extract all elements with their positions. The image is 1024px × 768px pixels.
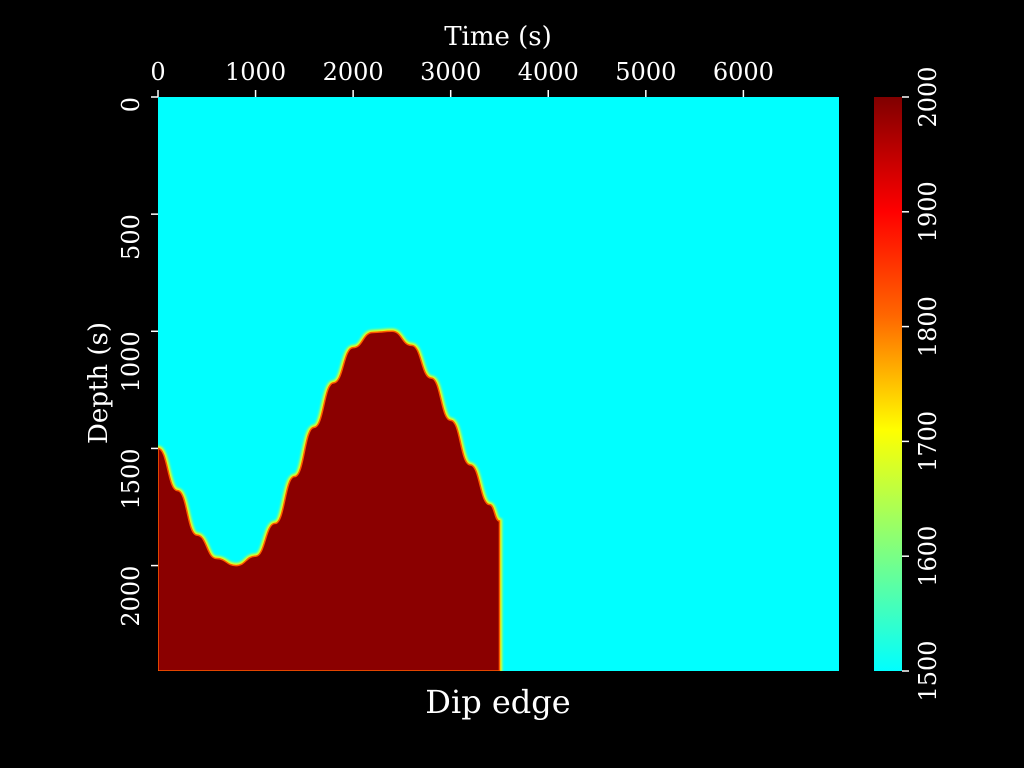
y-axis-label: Depth (s): [84, 322, 114, 444]
chart-title: Dip edge: [425, 683, 570, 721]
colorbar-tick-label: 2000: [914, 66, 942, 127]
high-velocity-region: [158, 330, 501, 671]
y-tick-label: 0: [117, 97, 145, 112]
colorbar-tick-label: 1800: [914, 296, 942, 357]
x-axis-label: Time (s): [444, 22, 552, 52]
x-tick-label: 5000: [615, 58, 676, 86]
colorbar-tick-label: 1700: [914, 411, 942, 472]
plot-area: [158, 97, 839, 671]
x-axis-ticks: 0 1000 2000 3000 4000 5000 6000: [150, 58, 774, 97]
y-tick-label: 500: [117, 214, 145, 260]
colorbar-tick-label: 1900: [914, 181, 942, 242]
x-tick-label: 6000: [713, 58, 774, 86]
colorbar-tick-label: 1600: [914, 526, 942, 587]
x-tick-label: 2000: [323, 58, 384, 86]
x-tick-label: 1000: [225, 58, 286, 86]
x-tick-label: 0: [150, 58, 165, 86]
colorbar-tick-label: 1500: [914, 640, 942, 701]
y-tick-label: 1000: [117, 331, 145, 392]
colorbar-ticks: 1500 1600 1700 1800 1900 2000: [902, 66, 942, 702]
colorbar: [874, 97, 902, 671]
x-tick-label: 3000: [420, 58, 481, 86]
y-tick-label: 2000: [117, 566, 145, 627]
y-tick-label: 1500: [117, 448, 145, 509]
x-tick-label: 4000: [518, 58, 579, 86]
y-axis-ticks: 0 500 1000 1500 2000: [117, 96, 158, 627]
